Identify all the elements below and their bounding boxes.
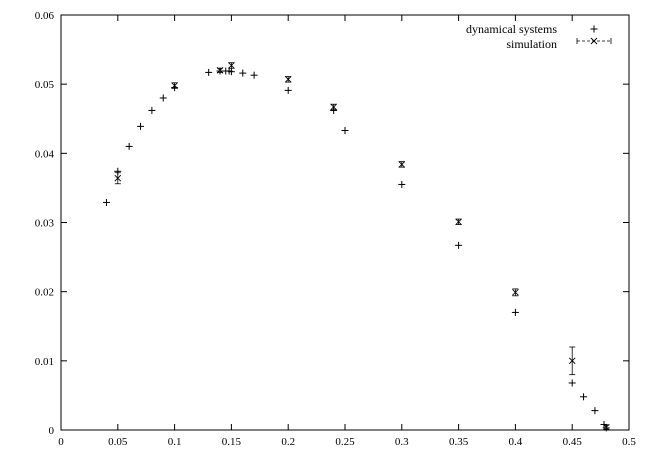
x-tick-label: 0.45 [563,436,583,448]
point-simulation [330,103,337,111]
point-simulation [602,423,610,431]
x-tick-label: 0 [58,436,64,448]
simulation-marker [228,62,235,69]
x-tick-label: 0.35 [449,436,469,448]
y-tick-label: 0.02 [35,287,54,299]
y-tick-label: 0.04 [35,148,55,160]
point-dynamical-systems [102,198,110,206]
point-dynamical-systems [148,106,156,114]
simulation-marker [512,289,519,296]
simulation-marker [284,76,292,83]
simulation-marker [216,67,224,74]
point-simulation [568,346,576,376]
y-tick-label: 0 [49,425,55,437]
legend-label-dynamical-systems: dynamical systems [466,22,557,36]
x-tick-label: 0.25 [335,436,355,448]
legend-x-marker [590,37,598,45]
legend-label-simulation: simulation [506,37,557,51]
y-tick-labels: 0 0.01 0.02 0.03 0.04 0.05 0.06 [35,10,55,437]
y-tick-label: 0.05 [35,79,55,91]
point-simulation [284,76,292,83]
data-marks [102,62,610,432]
point-dynamical-systems [341,127,349,135]
point-dynamical-systems [591,407,599,415]
simulation-marker [114,174,122,182]
axis-ticks [60,14,630,431]
point-simulation [171,82,178,89]
point-dynamical-systems [284,86,292,94]
legend: dynamical systems simulation [466,22,612,51]
x-tick-label: 0.15 [222,436,242,448]
point-dynamical-systems [250,71,258,79]
point-simulation [114,172,122,185]
simulation-marker [171,82,178,89]
x-tick-label: 0.1 [168,436,182,448]
simulation-marker [398,161,406,168]
legend-marker-simulation [576,37,612,45]
y-tick-label: 0.06 [35,10,55,22]
point-simulation [455,218,462,226]
point-simulation [512,288,519,297]
point-dynamical-systems [227,68,235,76]
point-dynamical-systems [125,142,133,150]
point-dynamical-systems [580,393,588,401]
point-dynamical-systems [568,379,576,387]
x-tick-label: 0.05 [108,436,128,448]
point-dynamical-systems [137,122,145,130]
legend-marker-dynamical-systems [590,25,598,33]
point-dynamical-systems [398,180,406,188]
simulation-marker [330,103,337,111]
point-dynamical-systems [159,94,167,102]
simulation-marker [568,357,576,365]
x-tick-label: 0.3 [395,436,409,448]
y-tick-label: 0.03 [35,218,55,230]
simulation-marker [602,423,610,431]
point-dynamical-systems [239,69,247,77]
y-tick-label: 0.01 [35,356,54,368]
x-tick-label: 0.5 [622,436,636,448]
plot-frame [60,14,630,431]
legend-marks [576,25,612,45]
point-dynamical-systems [511,308,519,316]
x-tick-label: 0.4 [509,436,523,448]
point-simulation [216,67,224,74]
simulation-marker [455,218,462,226]
point-dynamical-systems [455,241,463,249]
x-tick-labels: 0 0.05 0.1 0.15 0.2 0.25 0.3 0.35 0.4 0.45 0.5 [58,436,636,448]
point-dynamical-systems [205,68,213,76]
point-simulation [228,62,235,69]
point-simulation [398,161,406,168]
x-tick-label: 0.2 [281,436,295,448]
